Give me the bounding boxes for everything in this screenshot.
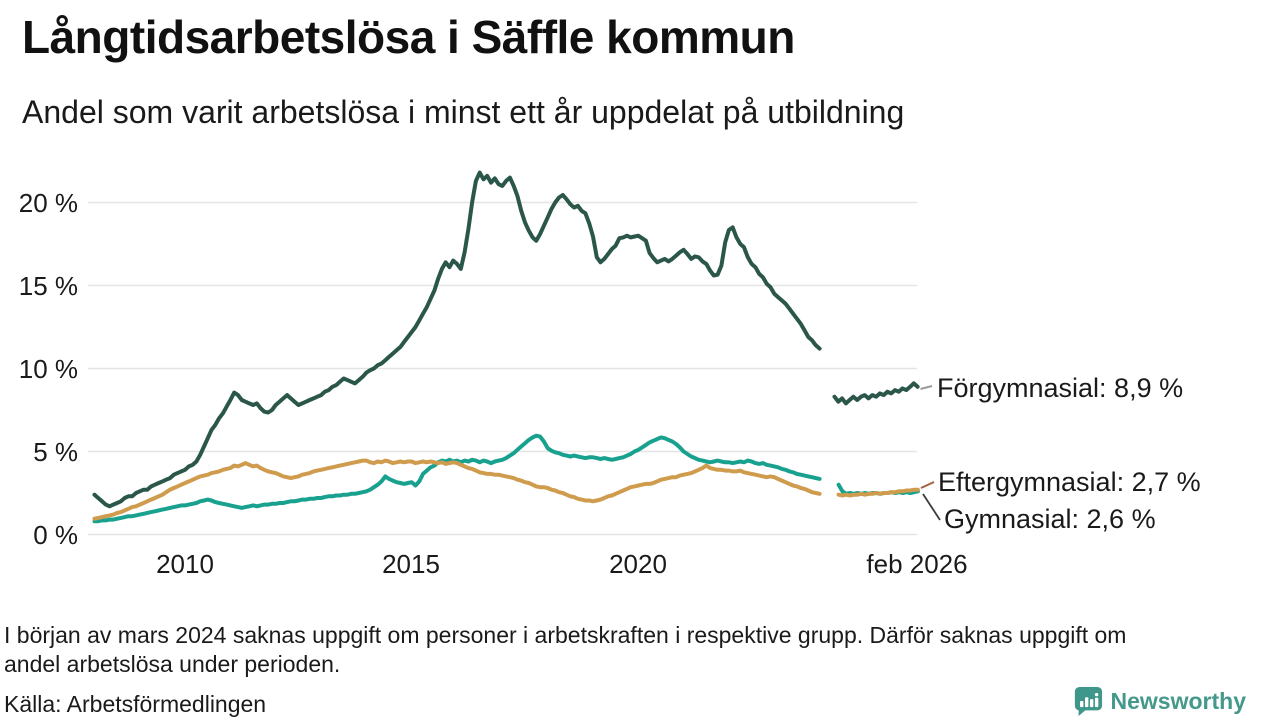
- line-förgymnasial: [832, 381, 920, 406]
- page-subtitle: Andel som varit arbetslösa i minst ett å…: [22, 94, 905, 130]
- x-axis-tick-2010: 2010: [156, 549, 214, 579]
- leader-forgymnasial: [920, 385, 933, 390]
- line-förgymnasial: [92, 170, 822, 509]
- x-axis-tick-feb-2026: feb 2026: [866, 549, 968, 579]
- line-gymnasial: [92, 433, 822, 524]
- leader-gymnasial: [922, 493, 941, 521]
- newsworthy-logo: Newsworthy: [1073, 686, 1246, 716]
- y-axis-tick-0: 0 %: [33, 520, 78, 550]
- x-axis-tick-2020: 2020: [609, 549, 667, 579]
- x-axis-tick-2015: 2015: [382, 549, 440, 579]
- footnote: I början av mars 2024 saknas uppgift om …: [4, 622, 1127, 677]
- line-eftergymnasial: [92, 458, 822, 521]
- y-axis-tick-20: 20 %: [18, 188, 78, 218]
- newsworthy-logo-text: Newsworthy: [1110, 687, 1246, 714]
- legend-label-forgymnasial: Förgymnasial: 8,9 %: [937, 373, 1184, 403]
- line-eftergymnasial: [836, 487, 920, 498]
- leader-eftergymnasial: [920, 481, 935, 489]
- y-axis-tick-5: 5 %: [33, 437, 78, 467]
- y-axis-tick-15: 15 %: [18, 271, 78, 301]
- legend-label-eftergymnasial: Eftergymnasial: 2,7 %: [938, 467, 1201, 497]
- y-axis-tick-10: 10 %: [18, 354, 78, 384]
- legend-label-gymnasial: Gymnasial: 2,6 %: [944, 504, 1156, 534]
- page-title: Långtidsarbetslösa i Säffle kommun: [22, 11, 795, 63]
- newsworthy-logo-icon: [1073, 686, 1103, 716]
- source-text: Källa: Arbetsförmedlingen: [4, 691, 267, 717]
